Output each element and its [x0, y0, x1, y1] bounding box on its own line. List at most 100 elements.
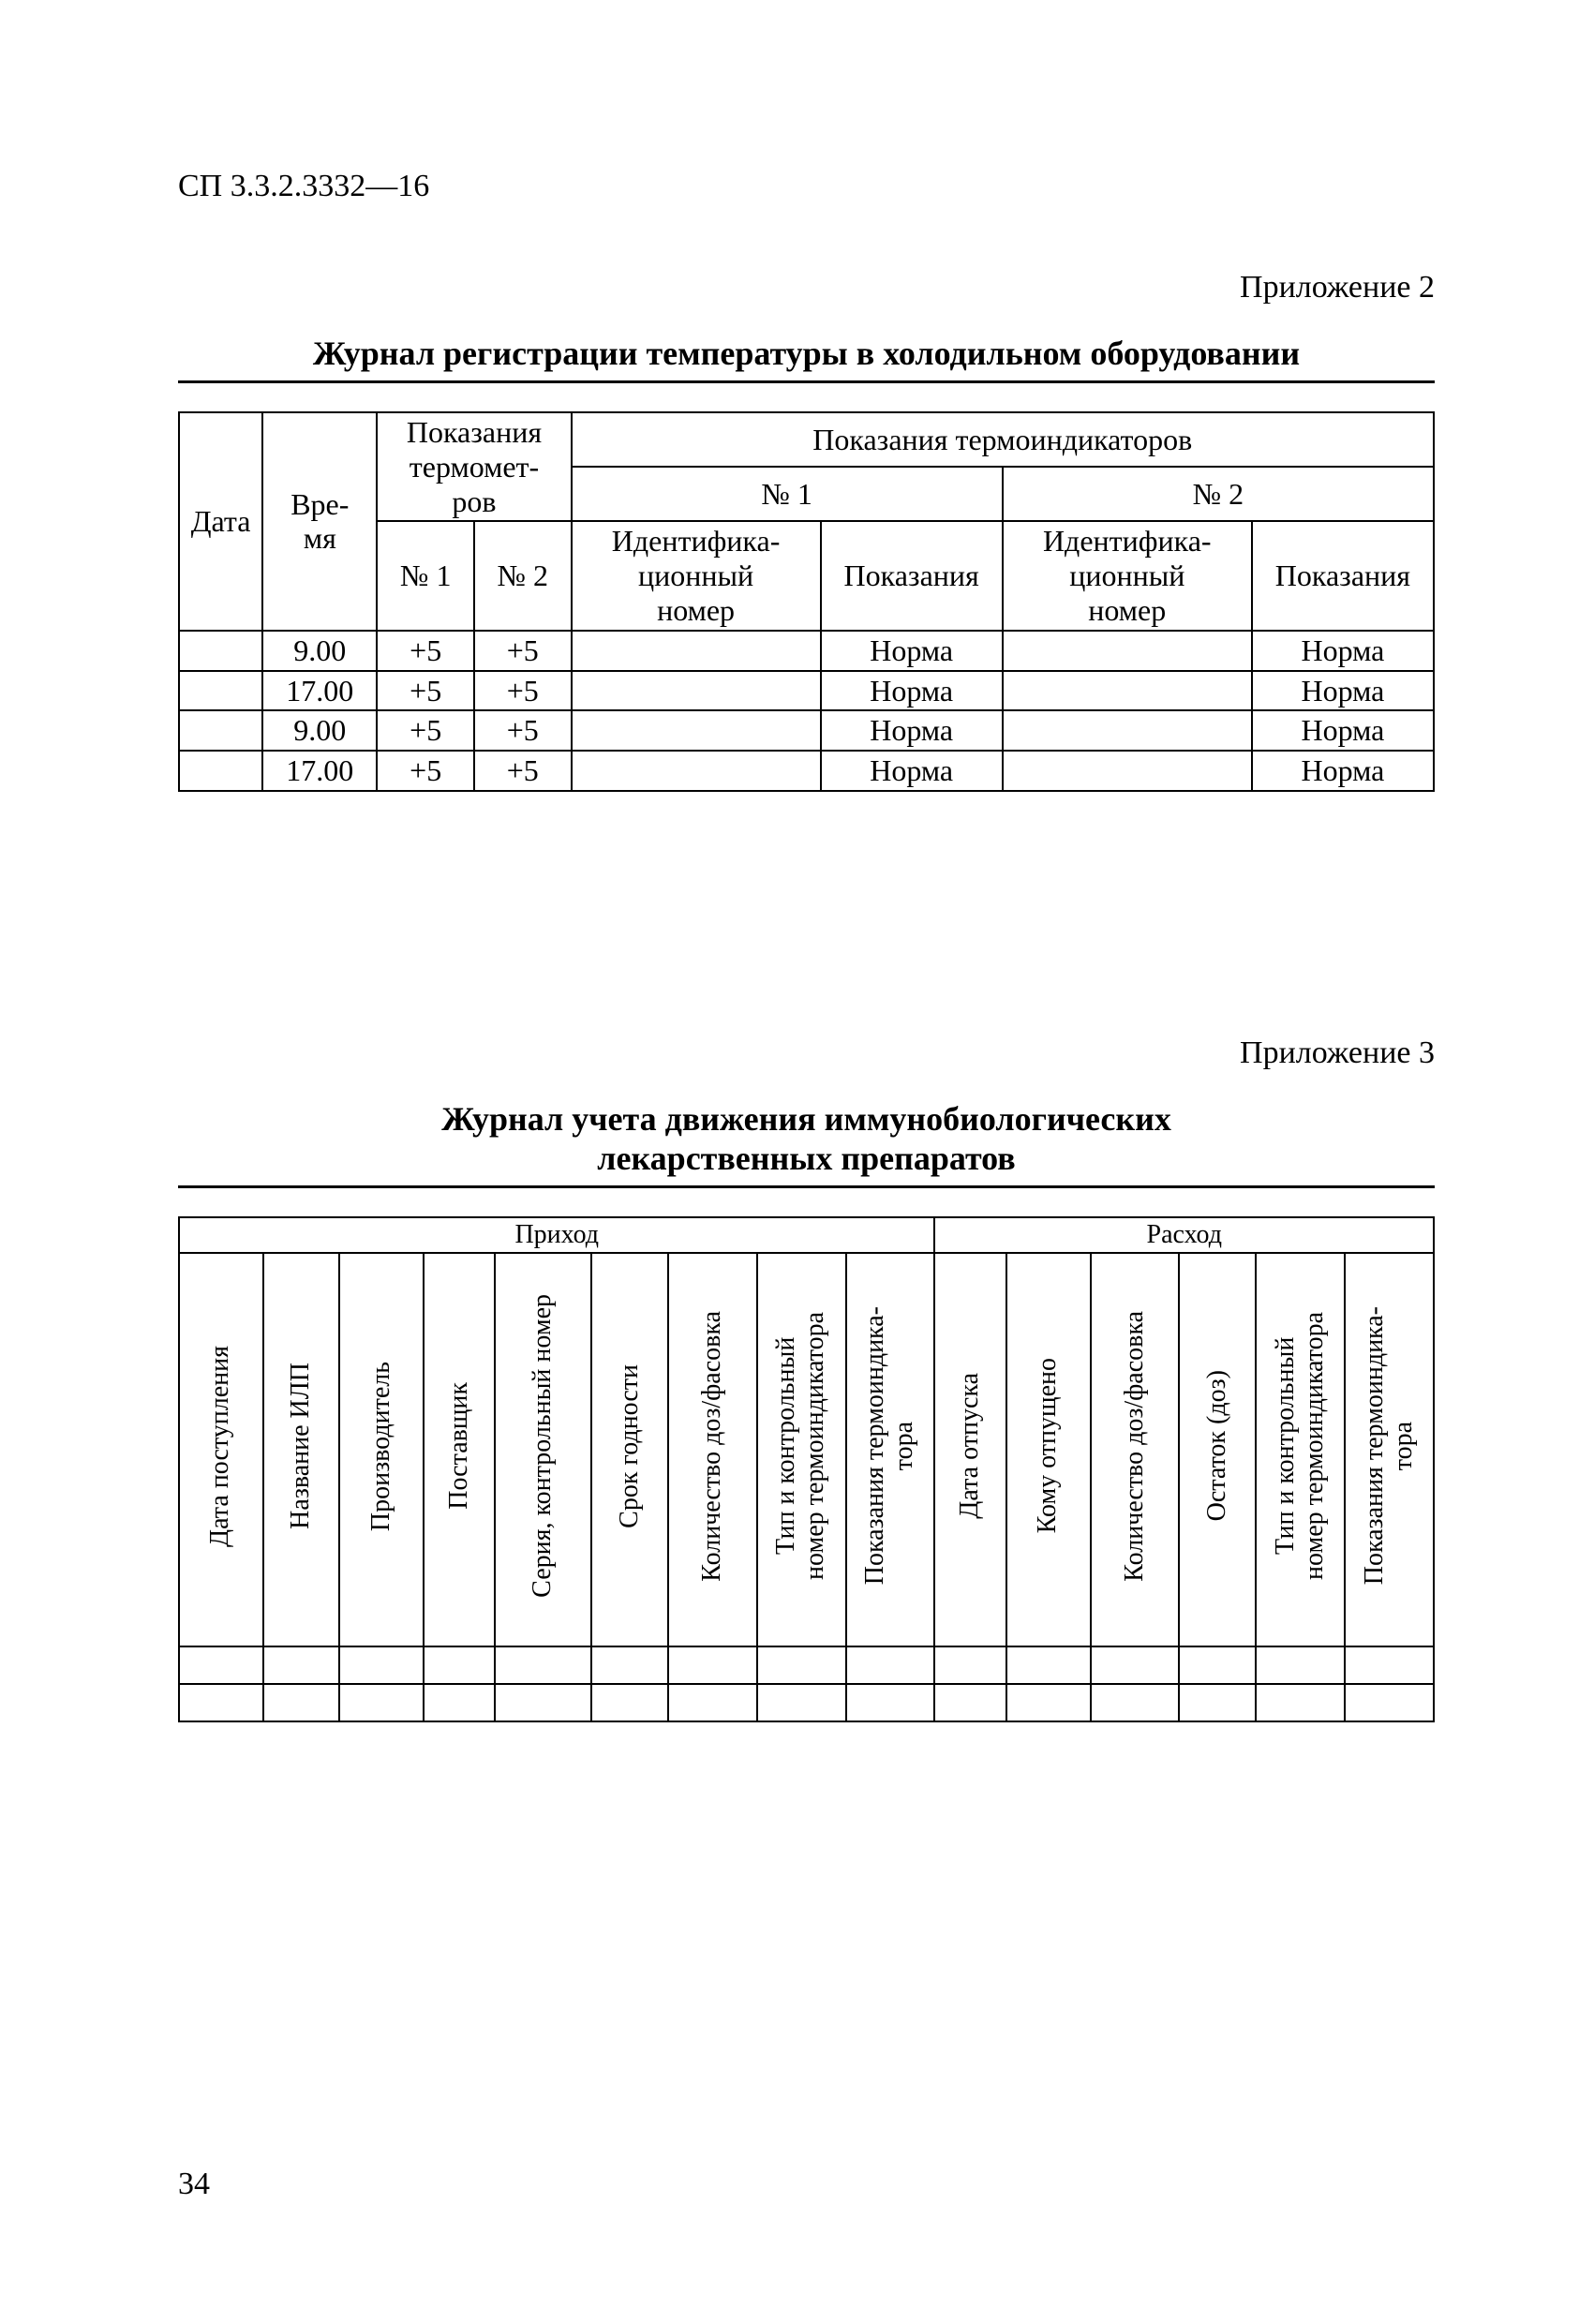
cell-t1: +5 [377, 671, 474, 711]
col-9-label: Дата отпуска [956, 1373, 985, 1519]
table-row [179, 1684, 1434, 1721]
cell [934, 1684, 1006, 1721]
cell-id1 [572, 631, 821, 671]
appendix-2-title: Журнал регистрации температуры в холодил… [178, 334, 1435, 383]
col-12: Остаток (доз) [1179, 1253, 1256, 1646]
table-row: 9.00 +5 +5 Норма Норма [179, 710, 1434, 751]
cell [668, 1684, 757, 1721]
table-row: 17.00 +5 +5 Норма Норма [179, 671, 1434, 711]
col-5: Срок годности [591, 1253, 668, 1646]
cell-id2 [1003, 671, 1252, 711]
appendix-3-title-line2: лекарственных препаратов [178, 1139, 1435, 1188]
col-6-label: Количество доз/фасовка [698, 1311, 727, 1582]
col-14: Показания термоиндика- тора [1345, 1253, 1434, 1646]
cell-t2: +5 [474, 631, 572, 671]
col-0-label: Дата поступления [206, 1346, 235, 1547]
cell-date [179, 671, 262, 711]
cell-date [179, 631, 262, 671]
col-thermo-group: Показания термомет- ров [377, 412, 571, 521]
col-10-label: Кому отпущено [1034, 1358, 1063, 1533]
cell [757, 1646, 846, 1684]
col-0: Дата поступления [179, 1253, 263, 1646]
cell [1256, 1684, 1345, 1721]
document-code: СП 3.3.2.3332—16 [178, 169, 1435, 204]
cell-id2 [1003, 710, 1252, 751]
cell [846, 1684, 935, 1721]
cell-r1: Норма [821, 710, 1003, 751]
col-3-label: Поставщик [445, 1382, 474, 1510]
col-11-label: Количество доз/фасовка [1121, 1311, 1150, 1582]
cell [263, 1646, 340, 1684]
col-3: Поставщик [424, 1253, 495, 1646]
col-14-label: Показания термоиндика- тора [1361, 1306, 1419, 1585]
col-9: Дата отпуска [934, 1253, 1006, 1646]
cell-time: 9.00 [262, 631, 377, 671]
col-7-label: Тип и контрольный номер термоиндикатора [772, 1312, 830, 1580]
col-indic-n1: № 1 [572, 467, 1003, 521]
cell [1091, 1684, 1180, 1721]
cell [179, 1646, 263, 1684]
cell-r2: Норма [1252, 671, 1434, 711]
col-2: Производитель [339, 1253, 424, 1646]
col-thermo-n1: № 1 [377, 521, 474, 630]
cell [424, 1646, 495, 1684]
table-row [179, 1646, 1434, 1684]
header-row-1: Дата Вре- мя Показания термомет- ров Пок… [179, 412, 1434, 467]
cell [495, 1684, 591, 1721]
group-out: Расход [934, 1217, 1434, 1253]
col-11: Количество доз/фасовка [1091, 1253, 1180, 1646]
cell [263, 1684, 340, 1721]
cell-id1 [572, 710, 821, 751]
table-row: 17.00 +5 +5 Норма Норма [179, 751, 1434, 791]
temperature-log-table: Дата Вре- мя Показания термомет- ров Пок… [178, 411, 1435, 792]
col-4: Серия, контрольный номер [495, 1253, 591, 1646]
appendix-2-title-text: Журнал регистрации температуры в холодил… [178, 334, 1435, 383]
cell-time: 9.00 [262, 710, 377, 751]
table-row: 9.00 +5 +5 Норма Норма [179, 631, 1434, 671]
col-6: Количество доз/фасовка [668, 1253, 757, 1646]
cell [179, 1684, 263, 1721]
cell [1345, 1646, 1434, 1684]
movement-log-table: Приход Расход Дата поступления Название … [178, 1216, 1435, 1722]
cell [339, 1684, 424, 1721]
cell [934, 1646, 1006, 1684]
col-time: Вре- мя [262, 412, 377, 631]
cell-t2: +5 [474, 710, 572, 751]
col-12-label: Остаток (доз) [1203, 1370, 1232, 1521]
cell-t1: +5 [377, 710, 474, 751]
col-13-label: Тип и контрольный номер термоиндикатора [1272, 1312, 1330, 1580]
col-r1: Показания [821, 521, 1003, 630]
col-5-label: Срок годности [616, 1364, 645, 1528]
cell [1179, 1646, 1256, 1684]
cell [495, 1646, 591, 1684]
column-header-row: Дата поступления Название ИЛП Производит… [179, 1253, 1434, 1646]
col-10: Кому отпущено [1006, 1253, 1091, 1646]
col-date: Дата [179, 412, 262, 631]
cell-date [179, 710, 262, 751]
cell [339, 1646, 424, 1684]
page-number: 34 [178, 2167, 210, 2202]
cell [668, 1646, 757, 1684]
cell [591, 1684, 668, 1721]
group-header-row: Приход Расход [179, 1217, 1434, 1253]
col-4-label: Серия, контрольный номер [529, 1294, 558, 1598]
cell [1179, 1684, 1256, 1721]
col-2-label: Производитель [367, 1362, 396, 1531]
spacer [178, 792, 1435, 1035]
col-thermo-n2: № 2 [474, 521, 572, 630]
cell-r1: Норма [821, 631, 1003, 671]
col-indic-group: Показания термоиндикаторов [572, 412, 1434, 467]
cell-r2: Норма [1252, 631, 1434, 671]
col-id2: Идентифика- ционный номер [1003, 521, 1252, 630]
cell [591, 1646, 668, 1684]
cell-time: 17.00 [262, 751, 377, 791]
cell [1345, 1684, 1434, 1721]
col-1-label: Название ИЛП [287, 1363, 316, 1529]
col-8-label: Показания термоиндика- тора [861, 1306, 919, 1585]
col-1: Название ИЛП [263, 1253, 340, 1646]
col-7: Тип и контрольный номер термоиндикатора [757, 1253, 846, 1646]
appendix-3-title-line1: Журнал учета движения иммунобиологически… [441, 1100, 1171, 1138]
cell [424, 1684, 495, 1721]
group-in: Приход [179, 1217, 934, 1253]
cell-date [179, 751, 262, 791]
